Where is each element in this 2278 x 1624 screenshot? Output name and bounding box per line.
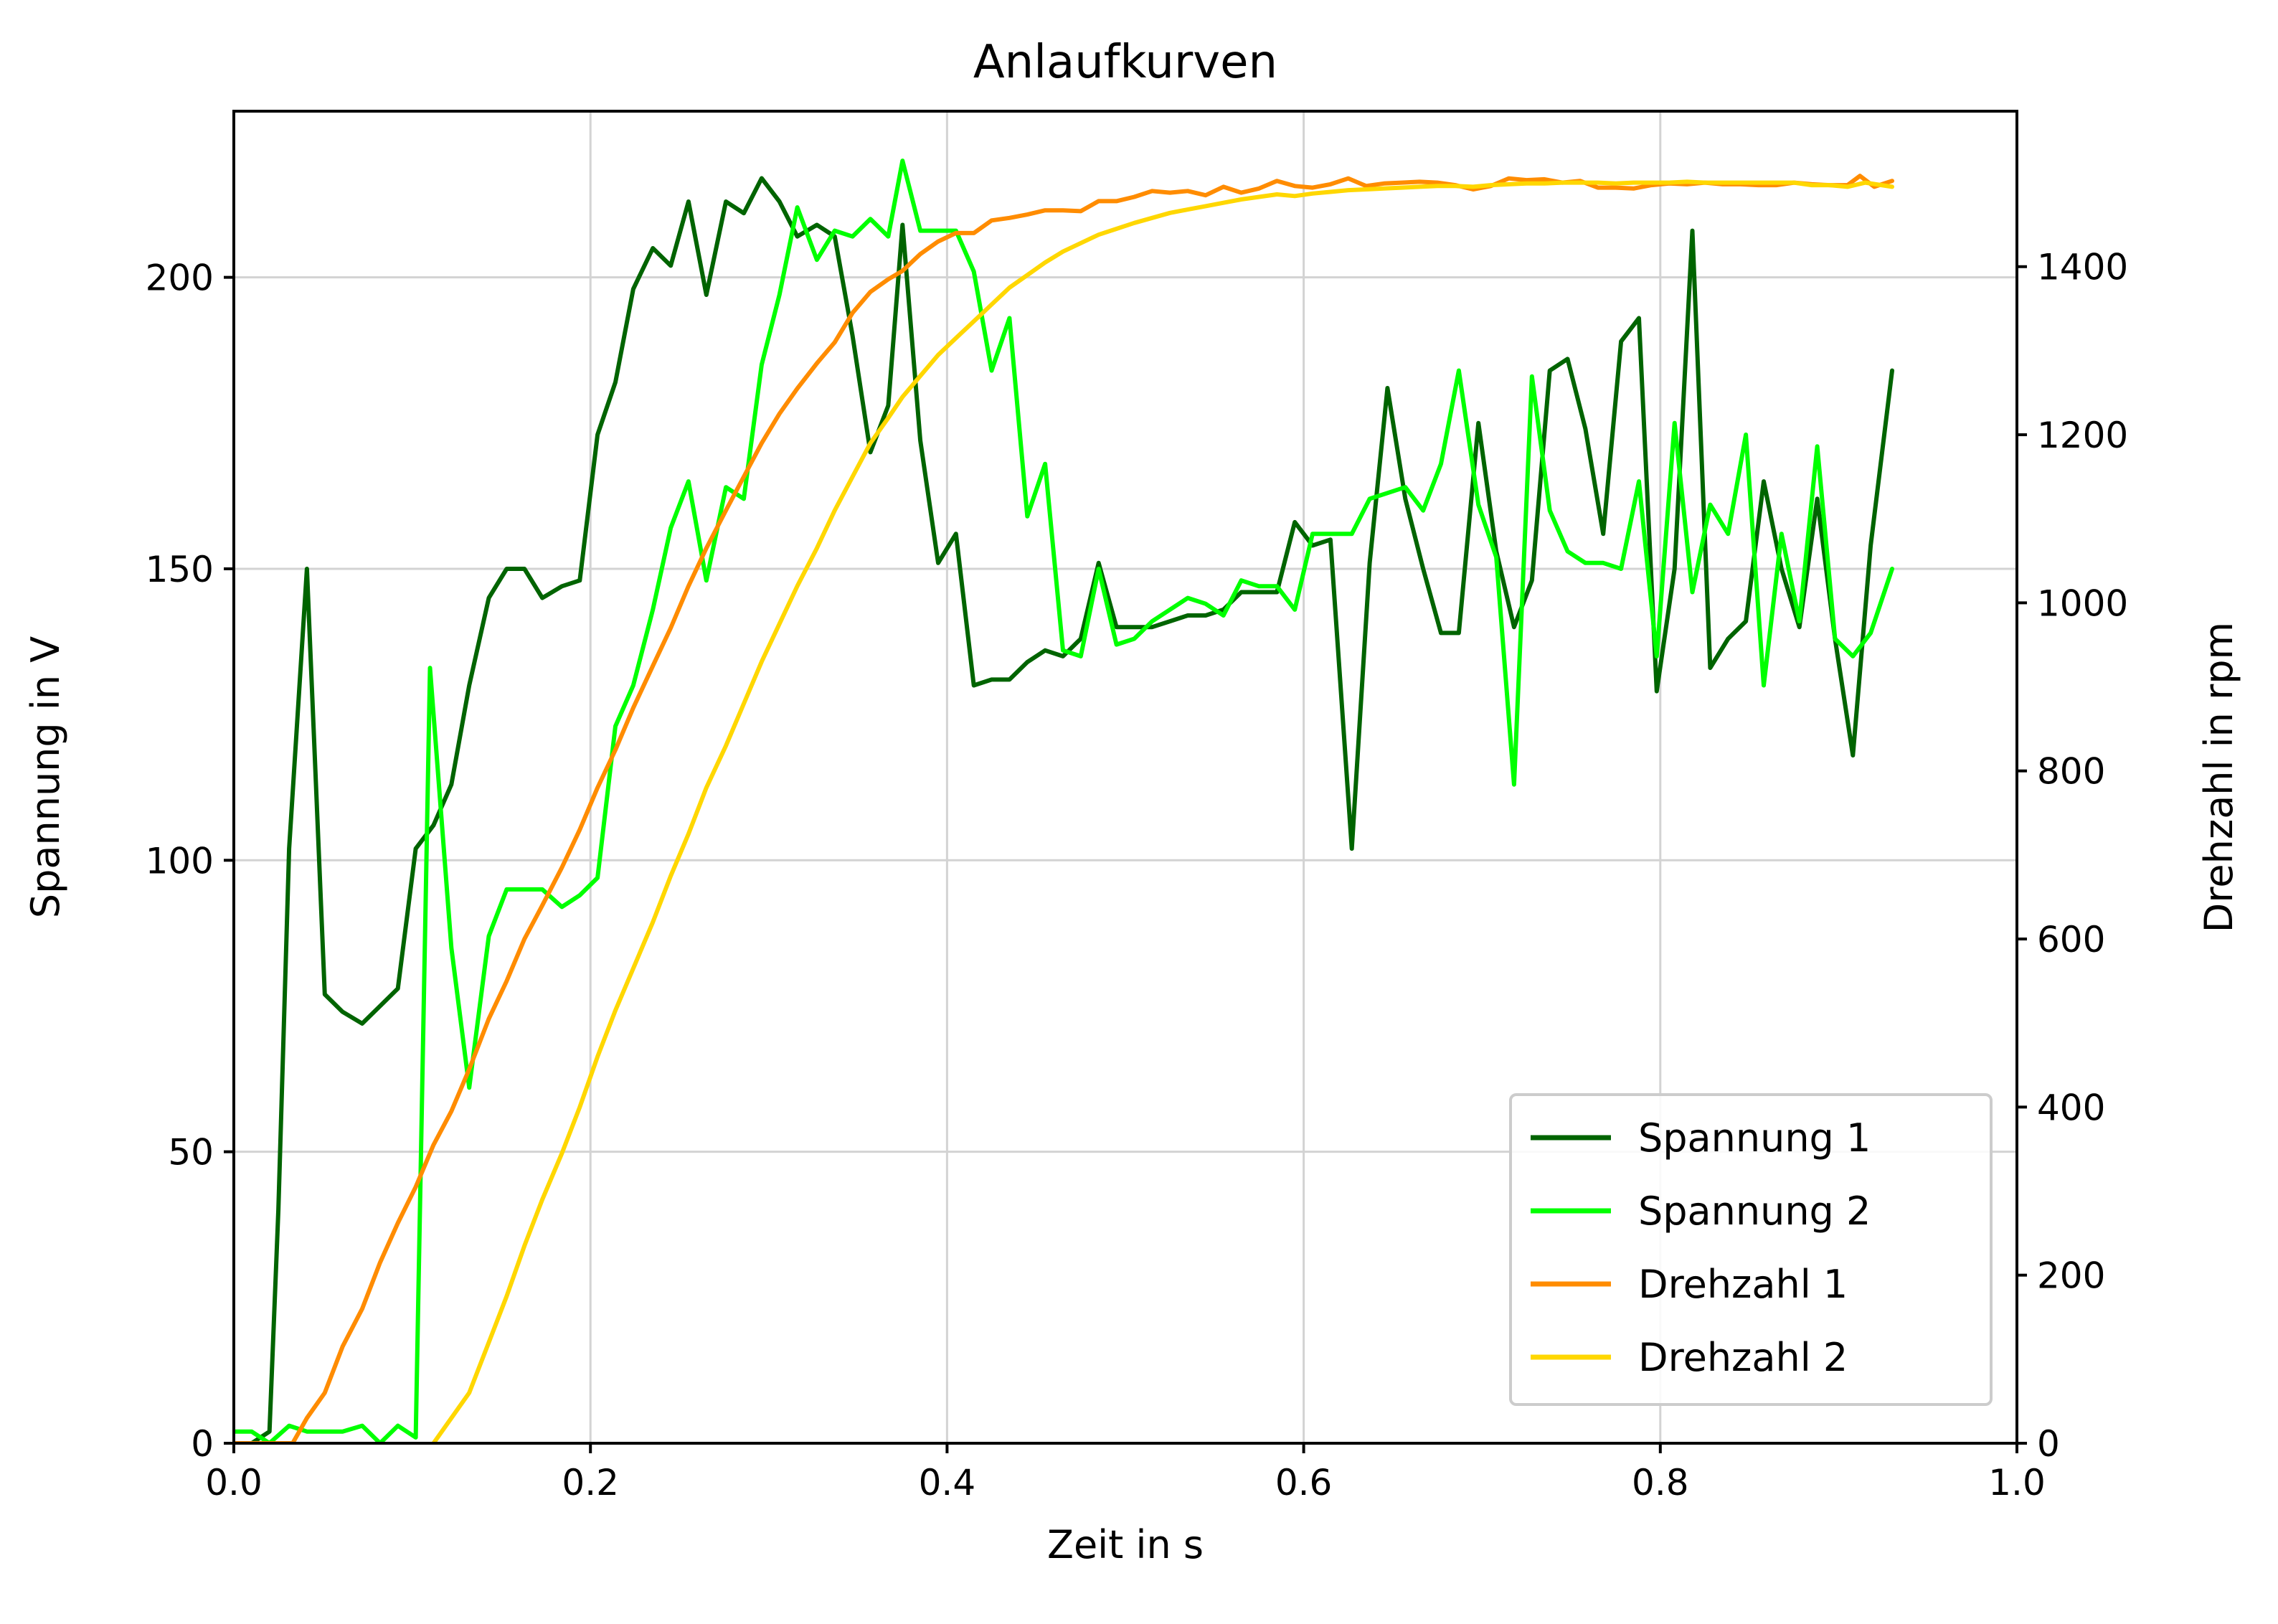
y2-tick-label: 0 xyxy=(2037,1423,2060,1465)
legend: Spannung 1 Spannung 2 Drehzahl 1 Drehzahl 2 xyxy=(1509,1093,1993,1406)
y2-tick-label: 400 xyxy=(2037,1087,2105,1128)
y-tick-label: 0 xyxy=(191,1423,214,1465)
x-tick-label: 0.4 xyxy=(919,1462,976,1503)
legend-label-drehzahl-1: Drehzahl 1 xyxy=(1638,1262,1848,1307)
ticks: 0.0 0.2 0.4 0.6 0.8 1.00501001502000200400600… xyxy=(146,247,2129,1503)
plot-frame xyxy=(232,110,2018,1445)
x-tick-label: 0.0 xyxy=(205,1462,263,1503)
series-layer xyxy=(234,159,1894,1443)
y-tick-label: 200 xyxy=(146,258,214,299)
y2-tick-label: 800 xyxy=(2037,751,2105,793)
y2-tick-label: 600 xyxy=(2037,919,2105,960)
y2-tick-label: 1000 xyxy=(2037,582,2128,624)
y2-tick-label: 1400 xyxy=(2037,247,2128,288)
legend-box xyxy=(1509,1093,1993,1406)
series-line-drehzahl-1 xyxy=(234,174,1894,1443)
legend-label-spannung-2: Spannung 2 xyxy=(1638,1189,1871,1234)
y-tick-label: 100 xyxy=(146,840,214,882)
x-tick-label: 0.8 xyxy=(1632,1462,1689,1503)
x-tick-label: 0.6 xyxy=(1275,1462,1333,1503)
y-axis-label: Spannung in V xyxy=(23,636,68,918)
y2-tick-label: 200 xyxy=(2037,1255,2105,1297)
series-line-spannung-1 xyxy=(234,176,1894,1443)
x-tick-label: 1.0 xyxy=(1988,1462,2046,1503)
series-line-spannung-2 xyxy=(234,159,1894,1443)
series-line-drehzahl-2 xyxy=(431,179,1894,1443)
y-tick-label: 150 xyxy=(146,549,214,590)
y-tick-label: 50 xyxy=(168,1132,214,1174)
legend-label-drehzahl-2: Drehzahl 2 xyxy=(1638,1335,1848,1380)
x-tick-label: 0.2 xyxy=(562,1462,619,1503)
legend-label-spannung-1: Spannung 1 xyxy=(1638,1115,1871,1161)
y2-tick-label: 1200 xyxy=(2037,415,2128,456)
y2-axis-label: Drehzahl in rpm xyxy=(2196,622,2241,933)
chart-title: Anlaufkurven xyxy=(973,36,1277,89)
x-axis-label: Zeit in s xyxy=(1047,1522,1204,1567)
